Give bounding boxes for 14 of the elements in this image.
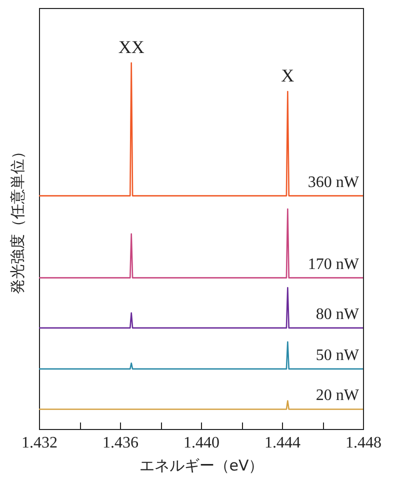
series-label: 80 nW [316, 306, 360, 323]
x-tick-label: 1.436 [102, 434, 138, 452]
x-tick-label: 1.432 [22, 434, 58, 452]
series-label: 360 nW [308, 174, 360, 191]
series-label: 170 nW [308, 256, 360, 273]
series-label: 50 nW [316, 346, 360, 364]
x-tick-label: 1.444 [264, 434, 300, 452]
y-axis-title: 発光強度（任意単位） [8, 144, 26, 294]
x-axis-title: エネルギー（eV） [139, 456, 264, 474]
x-tick-label: 1.440 [184, 434, 220, 452]
annotation: X [281, 65, 294, 86]
annotation: XX [118, 36, 144, 57]
x-tick-label: 1.448 [346, 434, 382, 452]
series-label: 20 nW [316, 387, 360, 404]
